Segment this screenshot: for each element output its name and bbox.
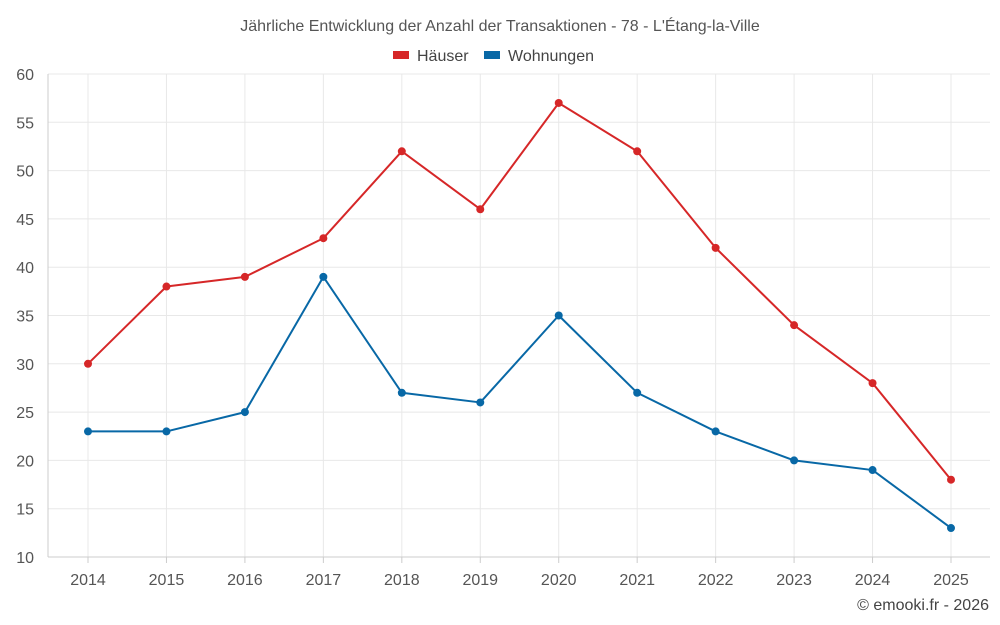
- y-tick-label: 15: [16, 502, 34, 519]
- data-point-haeuser[interactable]: [554, 98, 563, 107]
- data-point-wohnungen[interactable]: [162, 427, 171, 436]
- x-tick-label: 2014: [70, 572, 106, 589]
- x-tick-label: 2015: [149, 572, 185, 589]
- x-tick-label: 2020: [541, 572, 577, 589]
- data-point-wohnungen[interactable]: [319, 272, 328, 281]
- data-point-haeuser[interactable]: [633, 147, 642, 156]
- series-wohnungen: [84, 272, 955, 533]
- data-point-haeuser[interactable]: [790, 321, 799, 330]
- y-tick-label: 45: [16, 212, 34, 229]
- data-point-haeuser[interactable]: [240, 272, 249, 281]
- data-point-wohnungen[interactable]: [711, 427, 720, 436]
- data-point-wohnungen[interactable]: [397, 388, 406, 397]
- x-axis: 2014 2015 2016 2017 2018 2019 2020 2021 2022 2023…: [70, 557, 969, 589]
- x-tick-label: 2017: [306, 572, 342, 589]
- y-tick-label: 50: [16, 164, 34, 181]
- x-tick-label: 2024: [855, 572, 891, 589]
- y-axis: 10 15 20 25 30 35 40 45 50 55 60: [16, 67, 34, 567]
- legend-swatch-haeuser: [393, 51, 409, 59]
- y-tick-label: 40: [16, 260, 34, 277]
- y-tick-label: 25: [16, 405, 34, 422]
- data-point-wohnungen[interactable]: [476, 398, 485, 407]
- data-point-wohnungen[interactable]: [790, 456, 799, 465]
- y-tick-label: 20: [16, 453, 34, 470]
- legend-label-haeuser[interactable]: Häuser: [417, 48, 469, 65]
- data-point-wohnungen[interactable]: [240, 408, 249, 417]
- legend: Häuser Wohnungen: [393, 48, 594, 65]
- data-point-haeuser[interactable]: [711, 243, 720, 252]
- y-tick-label: 35: [16, 309, 34, 326]
- data-point-haeuser[interactable]: [947, 475, 955, 484]
- series-line-haeuser: [87, 101, 952, 481]
- series-haeuser: [84, 98, 955, 484]
- credit-text: © emooki.fr - 2026: [857, 597, 989, 614]
- series-line-wohnungen: [88, 275, 952, 529]
- x-tick-label: 2022: [698, 572, 734, 589]
- data-point-haeuser[interactable]: [397, 147, 406, 156]
- legend-label-wohnungen[interactable]: Wohnungen: [508, 48, 594, 65]
- chart-title: Jährliche Entwicklung der Anzahl der Tra…: [240, 16, 760, 35]
- data-point-wohnungen[interactable]: [947, 524, 955, 533]
- data-point-haeuser[interactable]: [162, 282, 171, 291]
- x-tick-label: 2021: [619, 572, 655, 589]
- y-tick-label: 55: [16, 115, 34, 132]
- plot-series: [84, 98, 955, 533]
- x-tick-label: 2016: [227, 572, 263, 589]
- x-tick-label: 2019: [462, 572, 498, 589]
- data-point-haeuser[interactable]: [319, 234, 328, 243]
- data-point-wohnungen[interactable]: [868, 466, 877, 475]
- y-tick-label: 30: [16, 357, 34, 374]
- data-point-haeuser[interactable]: [868, 379, 877, 388]
- x-tick-label: 2023: [776, 572, 812, 589]
- data-point-haeuser[interactable]: [84, 359, 92, 368]
- y-tick-label: 10: [16, 550, 34, 567]
- x-tick-label: 2018: [384, 572, 420, 589]
- y-tick-label: 60: [16, 67, 34, 84]
- data-point-wohnungen[interactable]: [84, 427, 92, 436]
- grid: [47, 73, 990, 558]
- legend-swatch-wohnungen: [484, 51, 500, 59]
- data-point-haeuser[interactable]: [476, 205, 485, 214]
- data-point-wohnungen[interactable]: [633, 388, 642, 397]
- x-tick-label: 2025: [933, 572, 969, 589]
- data-point-wohnungen[interactable]: [554, 311, 563, 320]
